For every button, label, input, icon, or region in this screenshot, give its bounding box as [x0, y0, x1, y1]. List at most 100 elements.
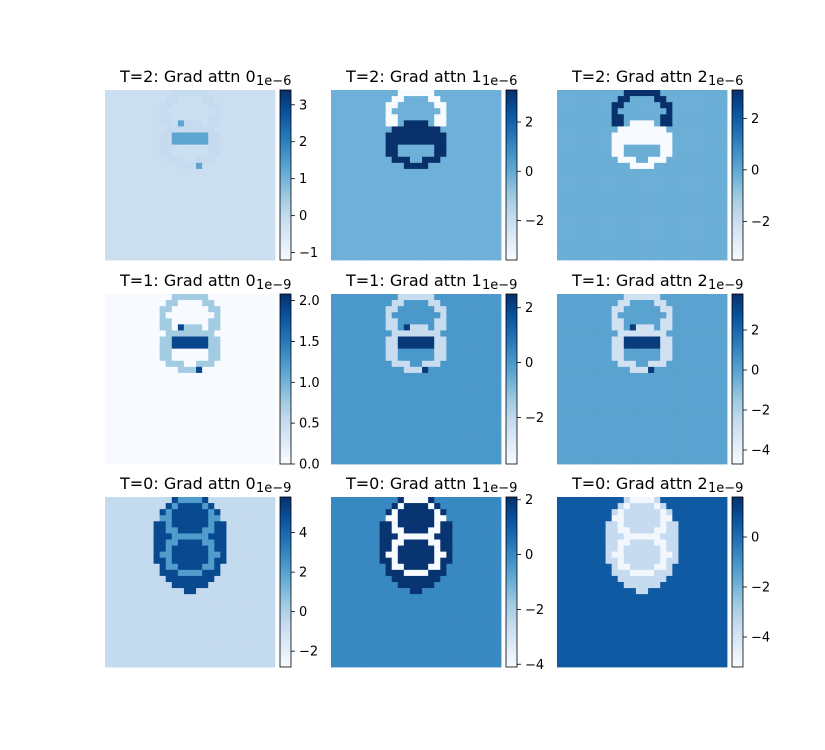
heatmap-cell — [190, 300, 197, 307]
heatmap-cell — [440, 132, 447, 139]
heatmap-cell — [476, 96, 484, 103]
heatmap-cell — [428, 294, 435, 301]
heatmap-cell — [147, 253, 154, 261]
heatmap-cell — [611, 90, 619, 97]
heatmap-cell — [720, 409, 728, 416]
heatmap-cell — [611, 132, 619, 139]
heatmap-cell — [488, 342, 496, 350]
heatmap-cell — [153, 533, 161, 540]
heatmap-cell — [343, 409, 350, 416]
heatmap-cell — [678, 457, 685, 465]
heatmap-cell — [569, 90, 576, 97]
heatmap-cell — [159, 312, 167, 319]
heatmap-cell — [238, 223, 246, 231]
heatmap-cell — [494, 360, 502, 368]
heatmap-cell — [190, 150, 197, 158]
heatmap-cell — [684, 187, 691, 194]
heatmap-cell — [464, 241, 472, 249]
heatmap-cell — [666, 181, 673, 188]
heatmap-cell — [256, 223, 264, 231]
heatmap-cell — [244, 433, 252, 441]
heatmap-cell — [331, 247, 338, 255]
heatmap-cell — [482, 421, 490, 428]
heatmap-cell — [196, 306, 203, 313]
heatmap-cell — [563, 223, 570, 231]
heatmap-cell — [268, 421, 276, 428]
heatmap-cell — [684, 415, 691, 422]
heatmap-cell — [599, 205, 606, 212]
colorbar-tick-label: 3 — [299, 98, 307, 113]
heatmap-cell — [397, 372, 405, 380]
heatmap-cell — [135, 445, 142, 453]
heatmap-cell — [581, 457, 588, 465]
heatmap-cell — [440, 241, 447, 249]
heatmap-cell — [337, 409, 344, 416]
heatmap-cell — [129, 539, 136, 546]
heatmap-cell — [214, 421, 221, 428]
heatmap-cell — [141, 199, 148, 206]
heatmap-cell — [244, 533, 252, 540]
heatmap-cell — [250, 199, 258, 206]
heatmap-cell — [642, 223, 649, 231]
heatmap-cell — [208, 193, 215, 200]
heatmap-cell — [458, 366, 465, 374]
heatmap-cell — [488, 433, 496, 441]
heatmap-cell — [177, 108, 185, 115]
heatmap-cell — [702, 162, 710, 170]
heatmap-cell — [153, 108, 161, 115]
heatmap-cell — [190, 114, 197, 121]
heatmap-cell — [177, 439, 185, 447]
heatmap-cell — [226, 132, 233, 139]
heatmap-cell — [569, 379, 576, 386]
heatmap-cell — [446, 439, 453, 447]
heatmap-cell — [250, 241, 258, 249]
heatmap-cell — [391, 427, 399, 435]
heatmap-cell — [123, 385, 130, 392]
heatmap-cell — [446, 342, 453, 350]
heatmap-cell — [361, 324, 368, 331]
heatmap-cell — [135, 205, 142, 212]
heatmap-cell — [611, 385, 619, 392]
heatmap-cell — [105, 294, 112, 301]
heatmap-cell — [678, 300, 685, 307]
heatmap-cell — [494, 379, 502, 386]
heatmap-cell — [557, 415, 564, 422]
heatmap-cell — [250, 114, 258, 121]
heatmap-cell — [569, 372, 576, 380]
heatmap-cell — [575, 199, 582, 206]
heatmap-cell — [678, 126, 685, 133]
heatmap-cell — [458, 144, 465, 152]
heatmap-cell — [470, 306, 478, 313]
heatmap-cell — [268, 120, 276, 127]
heatmap-cell — [373, 366, 380, 374]
heatmap-cell — [183, 253, 191, 261]
heatmap-cell — [629, 150, 637, 158]
heatmap-cell — [672, 294, 679, 301]
heatmap-cell — [183, 300, 191, 307]
heatmap-cell — [268, 451, 276, 459]
heatmap-cell — [226, 409, 233, 416]
heatmap-cell — [190, 175, 197, 182]
heatmap-cell — [147, 503, 154, 510]
heatmap-cell — [581, 306, 588, 313]
heatmap-cell — [599, 193, 606, 200]
heatmap-cell — [117, 342, 124, 350]
heatmap-cell — [708, 366, 716, 374]
heatmap-cell — [343, 168, 350, 176]
heatmap-cell — [232, 168, 239, 176]
heatmap-cell — [635, 403, 643, 410]
heatmap-cell — [678, 205, 685, 212]
heatmap-cell — [361, 342, 368, 350]
heatmap-cell — [337, 348, 344, 356]
heatmap-cell — [452, 108, 459, 115]
heatmap-cell — [202, 403, 209, 410]
heatmap-cell — [183, 451, 191, 459]
heatmap-cell — [635, 114, 643, 121]
heatmap-cell — [428, 427, 435, 435]
heatmap-cell — [605, 306, 613, 313]
heatmap-cell — [153, 445, 161, 453]
heatmap-cell — [666, 156, 673, 164]
heatmap-cell — [629, 312, 637, 319]
heatmap-cell — [355, 354, 362, 362]
heatmap-cell — [226, 126, 233, 133]
